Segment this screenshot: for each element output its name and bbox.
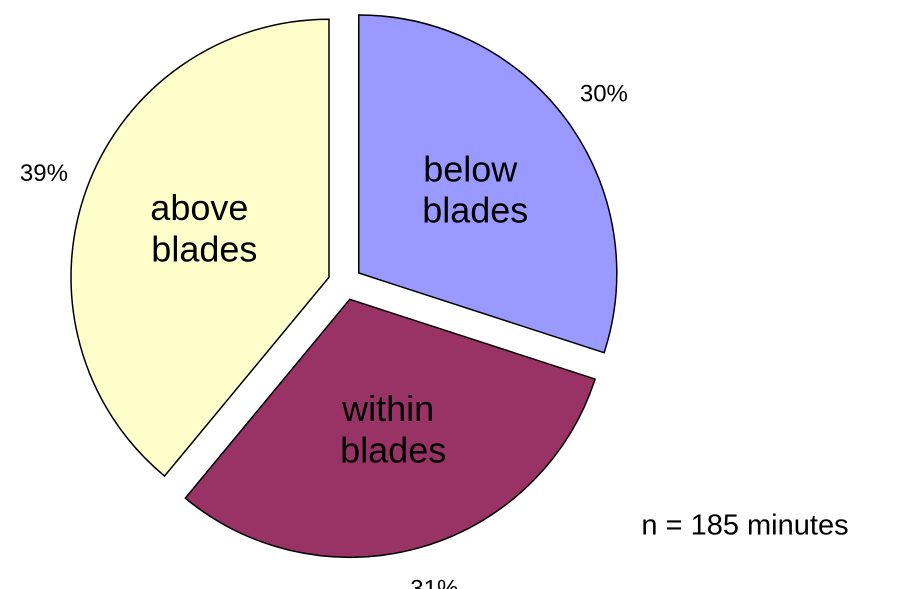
value-label: 31% (410, 576, 458, 589)
pie-slice (358, 14, 618, 354)
annotation: n = 185 minutes (641, 510, 848, 542)
pie-slice (184, 298, 597, 558)
slice-label: below blades (412, 148, 528, 230)
slice-label: within blades (330, 387, 446, 469)
value-label: 39% (20, 160, 68, 187)
pie-slice (70, 18, 330, 478)
value-label: 30% (580, 80, 628, 107)
slice-label: above blades (141, 186, 257, 268)
